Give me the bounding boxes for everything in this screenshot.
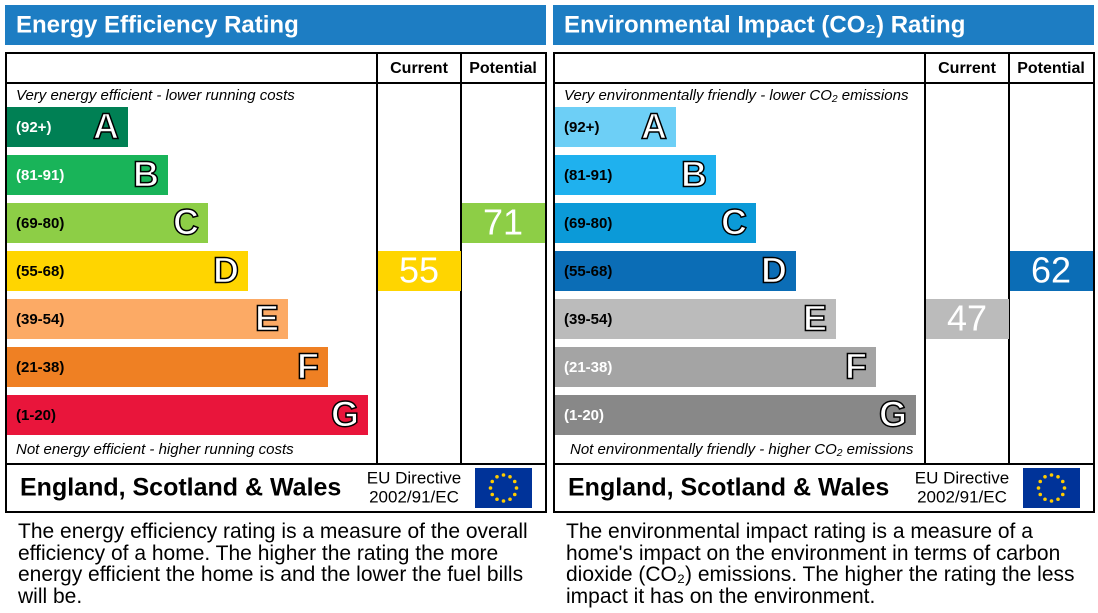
eu-star — [1062, 486, 1067, 490]
eu-star — [1043, 497, 1047, 502]
eu-star — [495, 497, 499, 502]
column-header: Current — [390, 60, 448, 77]
eu-star — [490, 479, 495, 484]
eu-star — [1038, 479, 1043, 484]
rating-marker — [1010, 251, 1093, 291]
column-header: Potential — [1017, 60, 1085, 77]
title-bar — [5, 5, 546, 45]
band-bar — [555, 155, 716, 195]
footer-directive: 2002/91/EC — [369, 487, 459, 506]
band-bar — [555, 299, 836, 339]
eu-star — [512, 492, 517, 497]
footer-directive: 2002/91/EC — [917, 487, 1007, 506]
band-letter: D — [213, 250, 239, 291]
footer-directive: EU Directive — [915, 468, 1009, 487]
band-range: (39-54) — [564, 311, 612, 328]
column-header: Current — [938, 60, 996, 77]
panel-title: Environmental Impact (CO₂) Rating — [564, 11, 965, 38]
eu-star — [490, 492, 495, 497]
eu-star — [1060, 479, 1065, 484]
band-range: (1-20) — [564, 407, 604, 424]
band-letter: E — [803, 298, 827, 339]
eu-star — [514, 486, 519, 490]
band-bar — [7, 347, 328, 387]
eu-star — [1056, 497, 1060, 502]
rating-value: 71 — [483, 202, 523, 243]
top-note: Very energy efficient - lower running co… — [16, 87, 295, 104]
band-range: (92+) — [16, 119, 51, 136]
band-range: (39-54) — [16, 311, 64, 328]
footer-directive: EU Directive — [367, 468, 461, 487]
band-letter: A — [93, 106, 119, 147]
band-letter: F — [845, 346, 867, 387]
band-range: (92+) — [564, 119, 599, 136]
description: The environmental impact rating is a mea… — [566, 520, 1075, 608]
rating-charts: Energy Efficiency Rating Current Potential… — [5, 5, 1095, 513]
eu-star — [508, 497, 512, 502]
band-range: (81-91) — [16, 167, 64, 184]
band-range: (55-68) — [16, 263, 64, 280]
rating-value: 47 — [947, 298, 987, 339]
footer-region: England, Scotland & Wales — [568, 474, 889, 502]
band-bar — [555, 107, 676, 147]
panel-title: Energy Efficiency Rating — [16, 11, 299, 38]
eu-star — [501, 499, 506, 503]
band-bar — [7, 107, 128, 147]
title-bar — [553, 5, 1094, 45]
band-bar — [7, 203, 208, 243]
footer-region: England, Scotland & Wales — [20, 474, 341, 502]
band-letter: C — [721, 202, 747, 243]
band-letter: E — [255, 298, 279, 339]
description: The energy efficiency rating is a measur… — [18, 520, 528, 608]
band-range: (55-68) — [564, 263, 612, 280]
band-letter: A — [641, 106, 667, 147]
band-range: (69-80) — [16, 215, 64, 232]
top-note: Very environmentally friendly - lower CO… — [564, 87, 909, 104]
band-range: (21-38) — [564, 359, 612, 376]
band-bar — [555, 347, 876, 387]
band-bar — [7, 395, 368, 435]
column-header: Potential — [469, 60, 537, 77]
band-letter: B — [133, 154, 159, 195]
rating-marker — [462, 203, 545, 243]
band-letter: F — [297, 346, 319, 387]
band-letter: D — [761, 250, 787, 291]
eu-star — [1056, 474, 1060, 479]
bottom-note: Not energy efficient - higher running co… — [16, 441, 294, 458]
band-bar — [555, 251, 796, 291]
band-letter: G — [879, 394, 907, 435]
eu-star — [512, 479, 517, 484]
band-bar — [7, 155, 168, 195]
rating-value: 62 — [1031, 250, 1071, 291]
band-bar — [555, 203, 756, 243]
eu-star — [1038, 492, 1043, 497]
bottom-note: Not environmentally friendly - higher CO… — [570, 441, 914, 458]
band-letter: G — [331, 394, 359, 435]
rating-marker — [378, 251, 461, 291]
band-bar — [7, 299, 288, 339]
band-letter: B — [681, 154, 707, 195]
band-bar — [7, 251, 248, 291]
band-range: (1-20) — [16, 407, 56, 424]
rating-value: 55 — [399, 250, 439, 291]
eu-star — [495, 474, 499, 479]
eu-star — [1036, 486, 1041, 490]
eu-star — [1049, 473, 1054, 477]
eu-star — [1043, 474, 1047, 479]
eu-star — [501, 473, 506, 477]
band-range: (81-91) — [564, 167, 612, 184]
band-bar — [555, 395, 916, 435]
band-range: (69-80) — [564, 215, 612, 232]
eu-star — [1060, 492, 1065, 497]
eu-star — [508, 474, 512, 479]
band-range: (21-38) — [16, 359, 64, 376]
band-letter: C — [173, 202, 199, 243]
eu-star — [1049, 499, 1054, 503]
rating-marker — [926, 299, 1009, 339]
eu-star — [488, 486, 493, 490]
